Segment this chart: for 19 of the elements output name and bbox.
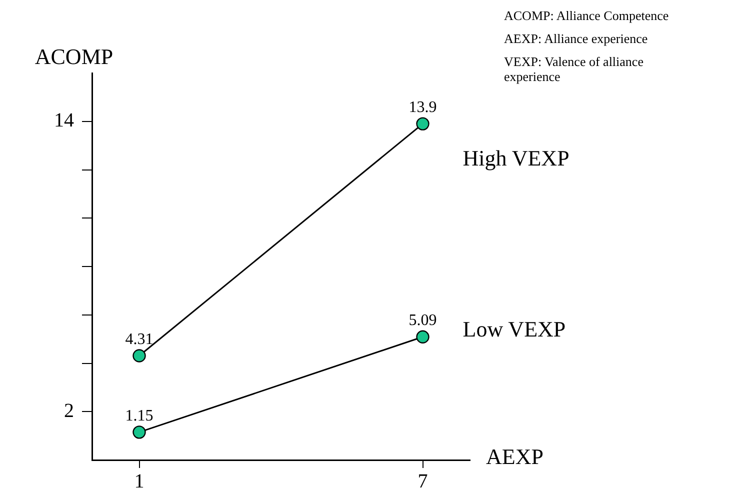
data-label: 4.31 <box>125 330 154 348</box>
x-tick-label: 1 <box>134 470 144 492</box>
point <box>132 426 146 439</box>
series-label: Low VEXP <box>462 316 566 342</box>
text: VEXP: Valence of alliance experience <box>504 54 644 84</box>
y-tick-label: 2 <box>64 400 74 422</box>
text: ACOMP: Alliance Competence <box>504 8 670 23</box>
data-label: 5.09 <box>408 312 437 330</box>
data-label: 13.9 <box>408 98 437 116</box>
data-label: 1.15 <box>125 407 154 424</box>
point <box>416 117 430 130</box>
y-tick-label: 14 <box>54 110 74 132</box>
series-label: High VEXP <box>462 146 570 171</box>
x-tick-label: 7 <box>418 470 428 492</box>
point <box>416 330 430 344</box>
text: AEXP: Alliance experience <box>504 31 649 46</box>
y-axis-title: ACOMP <box>34 44 114 69</box>
point <box>132 349 146 362</box>
x-axis-title: AEXP <box>486 444 544 469</box>
